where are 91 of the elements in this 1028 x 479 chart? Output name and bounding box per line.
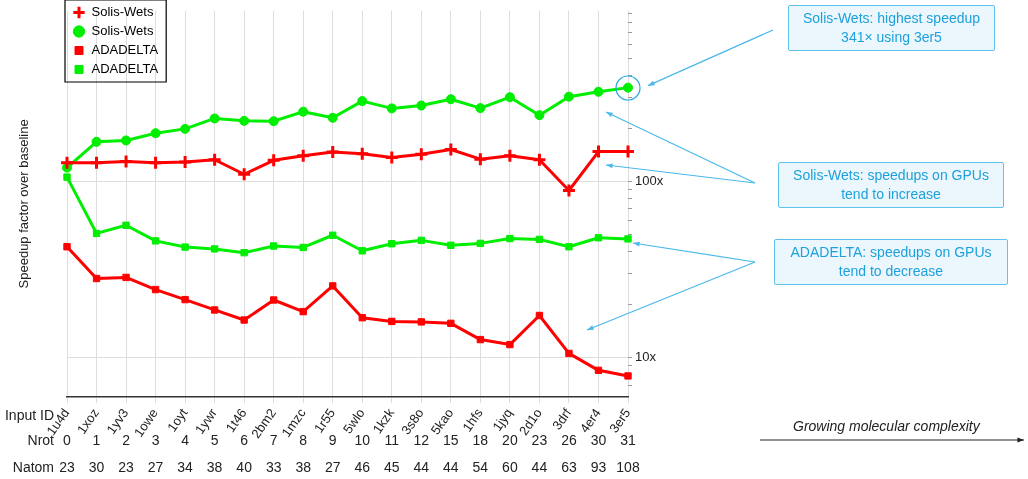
text: Natom <box>12 458 54 476</box>
text: Nrot <box>27 432 54 449</box>
text: Solis-Wets: highest speedup 341× using 3er5 <box>788 5 995 51</box>
point <box>329 231 337 239</box>
text: 23 30 23 27 34 38 40 33 38 27 46 45 44 44 54 60 44 63 93 108 <box>59 459 640 475</box>
point <box>417 318 425 326</box>
point <box>443 142 459 157</box>
point <box>299 243 307 252</box>
point <box>236 166 252 182</box>
point <box>531 152 547 168</box>
point <box>266 152 282 168</box>
point <box>298 106 309 117</box>
point <box>63 243 71 251</box>
point <box>240 249 248 257</box>
point <box>295 148 311 164</box>
y-axis-title: Speedup factor over baseline <box>15 119 31 289</box>
point <box>357 96 368 107</box>
point <box>593 86 604 97</box>
point <box>384 149 400 165</box>
point <box>535 311 544 320</box>
x-tick-label: 1jyq <box>489 405 516 434</box>
point <box>504 92 515 103</box>
point <box>92 274 101 283</box>
y-tick-label: 100x <box>635 173 664 189</box>
point <box>177 154 193 170</box>
point <box>358 314 366 322</box>
point <box>534 110 545 121</box>
point <box>240 316 248 324</box>
point <box>388 240 396 248</box>
point <box>447 319 455 328</box>
point <box>476 335 485 344</box>
legend-label: ADADELTA <box>91 61 159 77</box>
point <box>594 234 603 242</box>
point <box>91 136 102 147</box>
point <box>209 113 220 124</box>
point <box>502 148 518 164</box>
point <box>151 285 160 294</box>
point <box>180 123 191 134</box>
point <box>121 135 132 146</box>
point <box>594 366 603 375</box>
point <box>181 243 189 251</box>
point <box>413 146 429 162</box>
point <box>150 128 161 139</box>
point <box>63 173 71 181</box>
text: Solis-Wets: speedups on GPUs tend to increase <box>778 162 1004 208</box>
point <box>565 243 573 251</box>
point <box>445 94 456 105</box>
legend-label: ADADELTA <box>91 42 159 58</box>
point <box>210 245 219 253</box>
point <box>210 306 219 314</box>
point <box>325 144 341 160</box>
point <box>327 112 338 123</box>
point <box>624 372 632 380</box>
text: Growing molecular complexity <box>793 418 980 434</box>
point <box>92 229 101 238</box>
point <box>207 152 223 168</box>
point <box>181 295 189 304</box>
point <box>358 247 366 255</box>
point <box>118 153 134 169</box>
point <box>122 221 130 229</box>
point <box>472 151 488 167</box>
legend-label: Solis-Wets <box>91 4 154 20</box>
point <box>447 241 455 249</box>
point <box>624 235 632 243</box>
point <box>270 296 278 304</box>
point <box>268 116 279 127</box>
point <box>417 236 425 245</box>
point <box>535 235 544 244</box>
point <box>563 91 574 102</box>
point <box>475 103 486 114</box>
point <box>329 282 337 290</box>
point <box>354 146 370 162</box>
legend-label: Solis-Wets <box>91 23 154 39</box>
text: ADADELTA: speedups on GPUs tend to decrease <box>774 239 1008 285</box>
point <box>506 234 514 243</box>
point <box>561 182 577 198</box>
point <box>59 155 75 171</box>
point <box>239 115 250 126</box>
point <box>151 237 160 245</box>
point <box>388 317 396 326</box>
point <box>506 340 514 349</box>
y-tick-label: 10x <box>635 349 657 365</box>
point <box>148 155 164 171</box>
point <box>416 100 427 111</box>
point <box>270 242 278 250</box>
point <box>122 273 130 282</box>
point <box>386 103 397 114</box>
point <box>299 307 307 316</box>
point <box>476 239 485 248</box>
point <box>565 349 573 358</box>
point <box>89 155 105 171</box>
